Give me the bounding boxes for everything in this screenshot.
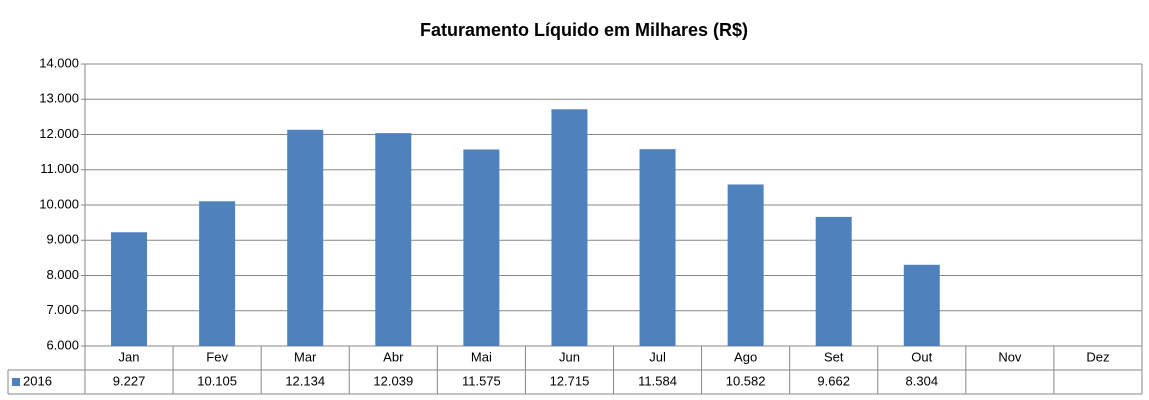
table-value: 11.575: [462, 373, 501, 388]
y-tick-label: 11.000: [40, 161, 79, 176]
y-tick-label: 7.000: [46, 302, 79, 317]
table-value: 8.304: [906, 373, 939, 388]
chart-title: Faturamento Líquido em Milhares (R$): [420, 20, 748, 40]
y-tick-label: 6.000: [46, 337, 79, 352]
x-tick-label: Mai: [471, 349, 492, 364]
table-value: 12.134: [285, 373, 325, 388]
x-tick-label: Set: [824, 349, 844, 364]
x-tick-label: Fev: [206, 349, 228, 364]
table-value: 11.584: [638, 373, 677, 388]
bar: [903, 264, 940, 346]
x-tick-label: Jan: [119, 349, 140, 364]
bar: [287, 129, 324, 346]
bar: [463, 149, 500, 346]
table-value: 12.039: [373, 373, 413, 388]
bar: [815, 216, 852, 346]
bar: [551, 109, 588, 346]
table-value: 9.662: [817, 373, 850, 388]
y-tick-label: 10.000: [39, 196, 79, 211]
bar: [199, 201, 236, 346]
legend-label: 2016: [23, 373, 52, 388]
y-tick-label: 14.000: [39, 55, 79, 70]
x-tick-label: Nov: [998, 349, 1022, 364]
x-tick-label: Dez: [1086, 349, 1109, 364]
y-tick-label: 13.000: [39, 91, 79, 106]
table-value: 10.582: [726, 373, 766, 388]
y-tick-label: 8.000: [46, 267, 79, 282]
bar: [111, 232, 148, 346]
x-tick-label: Jul: [649, 349, 666, 364]
x-tick-label: Out: [911, 349, 932, 364]
table-value: 10.105: [197, 373, 237, 388]
x-tick-label: Abr: [383, 349, 404, 364]
bar: [639, 149, 676, 346]
x-tick-label: Jun: [559, 349, 580, 364]
x-tick-label: Mar: [294, 349, 317, 364]
bar: [727, 184, 764, 346]
y-tick-label: 12.000: [39, 126, 79, 141]
y-tick-label: 9.000: [46, 232, 79, 247]
legend-key: [12, 378, 20, 386]
table-value: 9.227: [113, 373, 146, 388]
table-value: 12.715: [550, 373, 590, 388]
x-tick-label: Ago: [734, 349, 757, 364]
bar: [375, 133, 412, 346]
